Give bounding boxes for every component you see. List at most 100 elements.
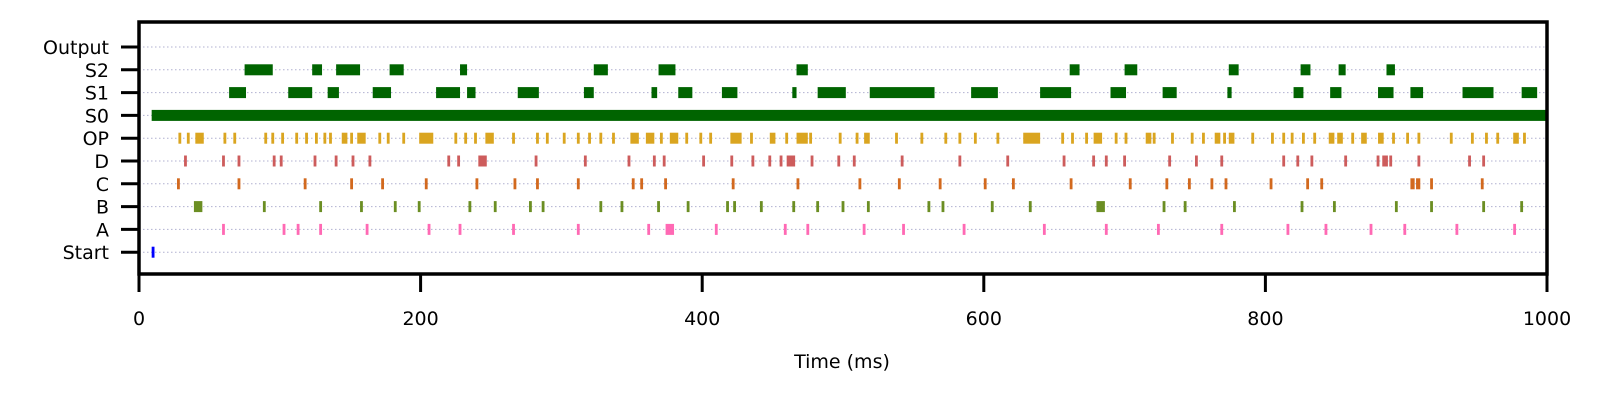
event-op-81 — [1406, 132, 1410, 144]
event-s2-8 — [1069, 64, 1080, 76]
event-op-83 — [1449, 132, 1453, 144]
event-b-17 — [792, 201, 796, 213]
event-c-15 — [858, 178, 862, 190]
event-op-35 — [669, 132, 679, 144]
x-tick-label-0: 0 — [133, 308, 145, 330]
event-s1-12 — [817, 87, 846, 99]
event-op-67 — [1223, 132, 1226, 144]
event-op-14 — [350, 132, 354, 144]
event-op-18 — [402, 132, 406, 144]
event-op-0 — [178, 132, 182, 144]
event-op-1 — [186, 132, 190, 144]
event-marks — [151, 64, 1547, 258]
event-b-20 — [866, 201, 870, 213]
event-d-18 — [730, 155, 734, 167]
event-op-58 — [1093, 132, 1103, 144]
event-op-86 — [1496, 132, 1500, 144]
event-op-88 — [1523, 132, 1526, 144]
event-d-19 — [751, 155, 755, 167]
event-d-9 — [447, 155, 451, 167]
event-d-36 — [1282, 155, 1286, 167]
event-c-8 — [536, 178, 539, 190]
event-op-4 — [233, 132, 237, 144]
event-c-13 — [731, 178, 735, 190]
event-d-26 — [900, 155, 904, 167]
event-c-19 — [1011, 178, 1015, 190]
event-a-2 — [296, 223, 300, 235]
event-a-21 — [1286, 223, 1290, 235]
event-a-0 — [222, 223, 225, 235]
event-op-69 — [1251, 132, 1255, 144]
event-c-10 — [631, 178, 635, 190]
event-a-26 — [1513, 223, 1517, 235]
event-a-5 — [427, 223, 431, 235]
event-b-24 — [1028, 201, 1032, 213]
event-d-6 — [334, 155, 338, 167]
event-op-77 — [1351, 132, 1355, 144]
event-b-21 — [927, 201, 931, 213]
event-op-36 — [685, 132, 689, 144]
event-s2-10 — [1228, 64, 1239, 76]
event-d-37 — [1296, 155, 1300, 167]
y-tick-label-d: D — [94, 151, 109, 173]
event-op-50 — [944, 132, 948, 144]
event-c-30 — [1416, 178, 1421, 190]
event-op-75 — [1328, 132, 1335, 144]
event-op-56 — [1071, 132, 1074, 144]
event-d-23 — [810, 155, 814, 167]
event-op-5 — [264, 132, 268, 144]
event-op-33 — [645, 132, 655, 144]
event-a-17 — [1042, 223, 1046, 235]
event-op-41 — [769, 132, 776, 144]
event-b-31 — [1394, 201, 1398, 213]
plot-frame — [137, 20, 1549, 276]
event-s2-9 — [1124, 64, 1138, 76]
event-op-40 — [750, 132, 753, 144]
event-op-65 — [1202, 132, 1205, 144]
event-op-62 — [1152, 132, 1156, 144]
event-op-80 — [1392, 132, 1395, 144]
event-s1-24 — [1521, 87, 1538, 99]
x-tick-label-600: 600 — [966, 308, 1002, 330]
event-c-11 — [640, 178, 644, 190]
event-d-31 — [1104, 155, 1108, 167]
event-b-12 — [657, 201, 660, 213]
event-s1-6 — [517, 87, 539, 99]
event-op-6 — [271, 132, 275, 144]
event-a-7 — [512, 223, 515, 235]
event-op-3 — [223, 132, 227, 144]
event-c-0 — [177, 178, 180, 190]
event-c-1 — [237, 178, 241, 190]
event-s1-5 — [467, 87, 476, 99]
event-s1-0 — [229, 87, 247, 99]
event-d-44 — [1468, 155, 1471, 167]
event-b-5 — [417, 201, 421, 213]
event-op-84 — [1470, 132, 1474, 144]
event-s2-7 — [796, 64, 808, 76]
event-a-9 — [647, 223, 651, 235]
event-s1-2 — [327, 87, 339, 99]
x-tick-label-1000: 1000 — [1523, 308, 1571, 330]
event-d-42 — [1389, 155, 1393, 167]
event-op-20 — [454, 132, 458, 144]
event-d-8 — [368, 155, 372, 167]
event-op-19 — [419, 132, 434, 144]
event-s1-7 — [583, 87, 594, 99]
event-op-23 — [485, 132, 494, 144]
event-a-25 — [1455, 223, 1459, 235]
event-c-12 — [664, 178, 667, 190]
event-op-37 — [699, 132, 703, 144]
event-b-25 — [1096, 201, 1105, 213]
event-op-61 — [1145, 132, 1152, 144]
event-a-23 — [1369, 223, 1373, 235]
event-b-3 — [360, 201, 363, 213]
event-op-13 — [341, 132, 348, 144]
event-d-2 — [237, 155, 241, 167]
event-c-26 — [1269, 178, 1273, 190]
event-op-17 — [386, 132, 390, 144]
event-c-27 — [1306, 178, 1310, 190]
event-op-26 — [545, 132, 549, 144]
event-s1-8 — [651, 87, 658, 99]
event-c-17 — [938, 178, 942, 190]
